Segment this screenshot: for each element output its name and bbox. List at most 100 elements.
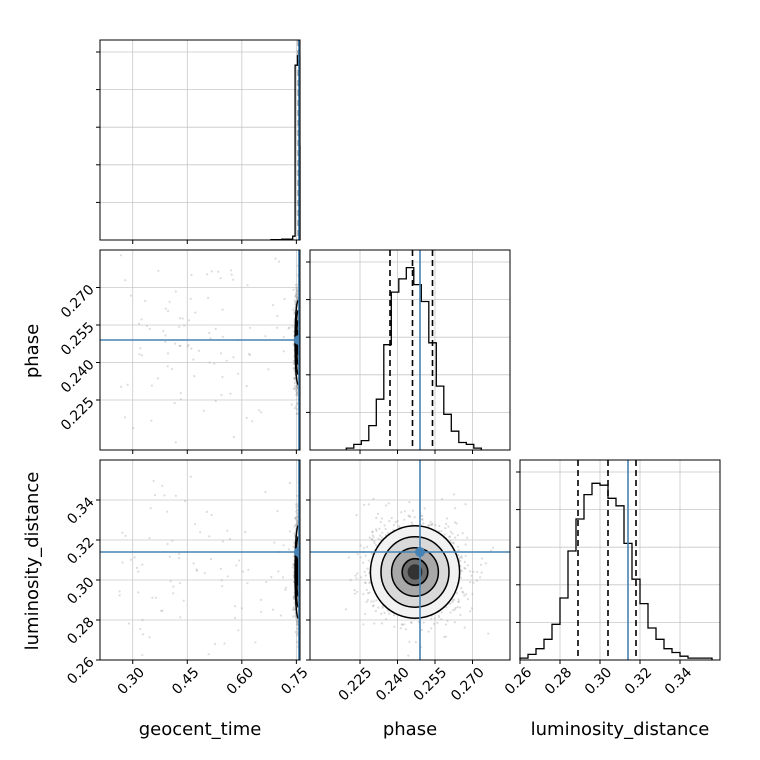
- sample-point: [460, 555, 463, 558]
- sample-point: [466, 598, 470, 601]
- sample-point: [463, 594, 466, 597]
- sample-point: [451, 599, 454, 602]
- sample-point: [237, 629, 240, 632]
- sample-point: [124, 416, 127, 419]
- sample-point: [137, 591, 140, 594]
- sample-point: [444, 527, 447, 530]
- sample-point: [300, 346, 302, 348]
- x-tick-label-geocent_time: 0.30: [115, 665, 148, 698]
- sample-point: [292, 308, 295, 311]
- sample-point: [396, 520, 399, 523]
- sample-point: [440, 618, 443, 621]
- sample-point: [355, 514, 358, 517]
- sample-point: [432, 622, 436, 626]
- sample-point: [300, 579, 302, 581]
- sample-point: [443, 533, 446, 536]
- sample-point: [295, 385, 298, 388]
- sample-point: [279, 614, 283, 617]
- sample-point: [376, 512, 380, 516]
- sample-point: [403, 623, 406, 626]
- sample-point: [301, 568, 303, 570]
- sample-point: [301, 330, 303, 332]
- sample-point: [118, 594, 121, 597]
- sample-point: [295, 289, 298, 292]
- sample-point: [291, 608, 294, 611]
- y-tick-label-luminosity_distance: 0.32: [64, 534, 97, 567]
- sample-point: [150, 384, 153, 387]
- sample-point: [300, 329, 302, 331]
- sample-point: [274, 257, 277, 260]
- sample-point: [295, 389, 298, 392]
- xlabel-geocent-time: geocent_time: [139, 719, 262, 740]
- sample-point: [301, 572, 303, 574]
- sample-point: [463, 626, 466, 629]
- y-tick-label-phase: 0.255: [58, 319, 98, 359]
- sample-point: [237, 372, 240, 375]
- sample-point: [456, 545, 459, 548]
- sample-point: [294, 516, 297, 520]
- sample-point: [383, 611, 386, 615]
- x-tick-label-phase: 0.240: [373, 665, 413, 705]
- sample-point: [461, 590, 464, 594]
- sample-point: [234, 616, 237, 620]
- sample-point: [359, 556, 362, 559]
- sample-point: [193, 375, 196, 378]
- sample-point: [428, 524, 431, 527]
- sample-point: [121, 561, 124, 564]
- sample-point: [453, 621, 456, 624]
- sample-point: [214, 327, 217, 330]
- sample-point: [407, 654, 410, 657]
- sample-point: [371, 534, 374, 537]
- sample-point: [383, 524, 386, 527]
- sample-point: [295, 518, 298, 521]
- sample-point: [300, 557, 302, 559]
- sample-point: [164, 340, 167, 343]
- sample-point: [141, 633, 144, 636]
- sample-point: [248, 353, 252, 357]
- sample-point: [195, 690, 197, 692]
- sample-point: [372, 535, 375, 539]
- sample-point: [296, 640, 299, 644]
- sample-point: [300, 300, 302, 302]
- sample-point: [301, 525, 303, 527]
- sample-point: [296, 392, 299, 395]
- sample-point: [141, 654, 144, 657]
- sample-point: [301, 625, 303, 627]
- sample-point: [288, 481, 291, 485]
- sample-point: [132, 427, 135, 430]
- sample-point: [399, 627, 402, 630]
- sample-point: [206, 273, 209, 276]
- sample-point: [302, 564, 304, 566]
- sample-point: [293, 377, 296, 380]
- sample-point: [375, 544, 378, 547]
- sample-point: [300, 376, 302, 378]
- sample-point: [296, 289, 299, 292]
- sample-point: [247, 352, 251, 356]
- sample-point: [296, 294, 299, 297]
- sample-point: [293, 532, 296, 535]
- sample-point: [457, 549, 460, 552]
- panel-frame-phase_vs_geocent_time: [99, 249, 301, 451]
- histogram-phase: [345, 266, 482, 450]
- contour-line: [369, 525, 461, 619]
- sample-point: [241, 570, 244, 573]
- sample-point: [476, 570, 479, 574]
- sample-point: [349, 579, 352, 582]
- sample-point: [301, 556, 303, 558]
- sample-point: [302, 332, 304, 334]
- sample-point: [277, 570, 280, 573]
- sample-point: [195, 569, 199, 572]
- sample-point: [368, 536, 371, 539]
- sample-point: [137, 570, 140, 573]
- sample-point: [444, 623, 447, 626]
- sample-point: [437, 614, 440, 617]
- sample-point: [431, 523, 434, 527]
- panel-frame-luminosity_distance_vs_geocent_time: [99, 459, 301, 661]
- sample-point: [462, 591, 465, 594]
- sample-point: [301, 333, 303, 335]
- sample-point: [292, 367, 295, 370]
- xlabel-luminosity-distance: luminosity_distance: [531, 719, 710, 740]
- sample-point: [273, 541, 276, 544]
- sample-point: [292, 342, 295, 345]
- sample-point: [288, 326, 291, 329]
